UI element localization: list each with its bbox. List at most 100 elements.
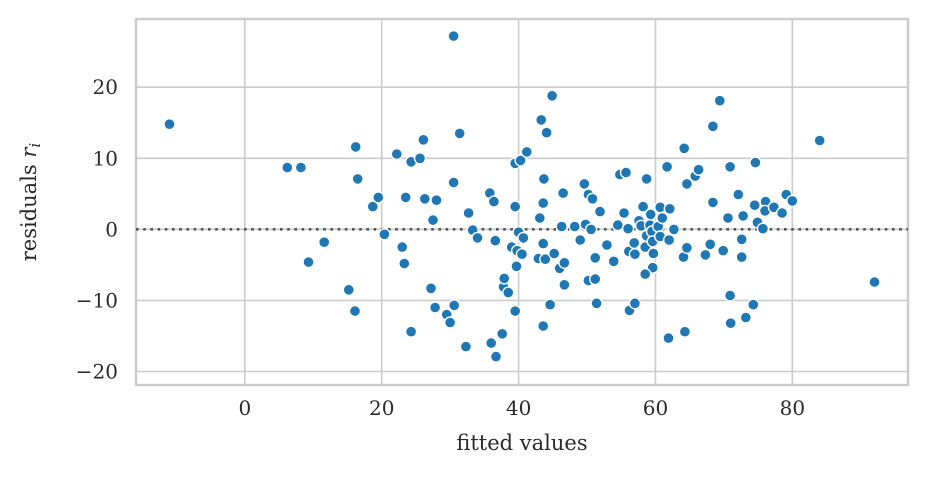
- scatter-point: [584, 223, 598, 236]
- scatter-point: [628, 297, 642, 310]
- scatter-point: [739, 311, 752, 324]
- scatter-point: [418, 192, 431, 206]
- scatter-point: [568, 220, 581, 233]
- scatter-point: [640, 172, 653, 186]
- scatter-point: [706, 196, 720, 209]
- scatter-point: [593, 205, 607, 218]
- scatter-point: [628, 236, 641, 250]
- y-tick-label: −20: [76, 359, 118, 383]
- scatter-point: [813, 134, 826, 147]
- scatter-point: [706, 120, 720, 133]
- scatter-point: [515, 247, 529, 261]
- x-axis-label: fitted values: [456, 431, 587, 455]
- scatter-point: [723, 289, 737, 302]
- scatter-point: [537, 172, 551, 186]
- scatter-point: [424, 282, 438, 295]
- x-tick-label: 0: [238, 396, 251, 420]
- scatter-point: [318, 235, 331, 249]
- scatter-point: [498, 272, 511, 285]
- scatter-point: [366, 200, 379, 213]
- scatter-point: [537, 196, 550, 210]
- scatter-point: [647, 247, 660, 260]
- scatter-point: [520, 145, 533, 159]
- scatter-point: [489, 350, 503, 363]
- scatter-point: [735, 250, 748, 264]
- scatter-point: [535, 113, 548, 127]
- scatter-point: [662, 331, 675, 345]
- scatter-point: [721, 211, 735, 225]
- scatter-point: [660, 160, 674, 174]
- y-tick-label: −10: [76, 288, 118, 312]
- scatter-point: [747, 298, 760, 311]
- scatter-point: [545, 89, 559, 103]
- scatter-point: [590, 297, 603, 310]
- y-axis-label-text: residuals: [17, 158, 41, 262]
- scatter-point: [607, 255, 620, 268]
- y-axis-label-subscript: i: [26, 143, 44, 148]
- scatter-point: [678, 142, 691, 155]
- scatter-point: [372, 191, 385, 204]
- x-tick-label: 60: [643, 396, 668, 420]
- x-tick-label: 20: [369, 396, 394, 420]
- scatter-point: [558, 256, 571, 269]
- scatter-point: [302, 255, 315, 269]
- scatter-point: [617, 206, 631, 220]
- scatter-point: [540, 126, 553, 139]
- scatter-point: [586, 192, 599, 206]
- scatter-point: [378, 228, 391, 241]
- scatter-point: [723, 160, 737, 174]
- scatter-point: [537, 319, 550, 333]
- scatter-point: [644, 208, 657, 221]
- scatter-point: [543, 298, 557, 311]
- scatter-point: [533, 211, 546, 225]
- scatter-point: [448, 299, 461, 312]
- scatter-point: [430, 193, 443, 207]
- y-axis-label-variable: r: [17, 146, 41, 158]
- scatter-point: [453, 127, 466, 140]
- scatter-point: [786, 194, 799, 208]
- y-tick-label: 10: [93, 146, 118, 170]
- scatter-point: [509, 200, 522, 213]
- scatter-point: [748, 198, 761, 212]
- scatter-point: [447, 176, 460, 189]
- scatter-point: [775, 206, 789, 220]
- scatter-point: [514, 154, 527, 167]
- x-tick-label: 80: [780, 396, 805, 420]
- scatter-point: [663, 202, 676, 216]
- scatter-point: [509, 304, 522, 318]
- scatter-point: [555, 220, 568, 233]
- y-tick-labels: −20 −10 0 10 20: [76, 75, 118, 383]
- scatter-point: [539, 253, 552, 266]
- scatter-points: [163, 29, 881, 363]
- scatter-point: [556, 186, 570, 200]
- scatter-point: [428, 301, 442, 314]
- scatter-point: [489, 234, 502, 247]
- scatter-point: [447, 29, 460, 43]
- scatter-point: [600, 238, 614, 252]
- y-axis-label: residuals ri: [17, 143, 44, 262]
- scatter-point: [417, 133, 430, 147]
- scatter-point: [678, 325, 692, 338]
- scatter-point: [502, 286, 515, 299]
- scatter-point: [485, 336, 498, 350]
- scatter-point: [704, 238, 717, 251]
- axes-background: [134, 17, 910, 387]
- scatter-point: [413, 152, 427, 165]
- scatter-point: [404, 325, 418, 338]
- scatter-point: [756, 222, 770, 235]
- scatter-point: [699, 248, 712, 262]
- y-tick-label: 20: [93, 75, 118, 99]
- scatter-point: [399, 191, 412, 204]
- scatter-point: [396, 240, 409, 254]
- scatter-point: [868, 275, 881, 289]
- scatter-point: [667, 223, 681, 236]
- scatter-point: [621, 222, 635, 235]
- scatter-point: [732, 188, 745, 201]
- scatter-point: [443, 316, 457, 329]
- scatter-point: [680, 177, 694, 191]
- scatter-point: [487, 195, 501, 208]
- scatter-point: [558, 278, 571, 291]
- scatter-point: [294, 161, 308, 174]
- scatter-point: [398, 257, 411, 270]
